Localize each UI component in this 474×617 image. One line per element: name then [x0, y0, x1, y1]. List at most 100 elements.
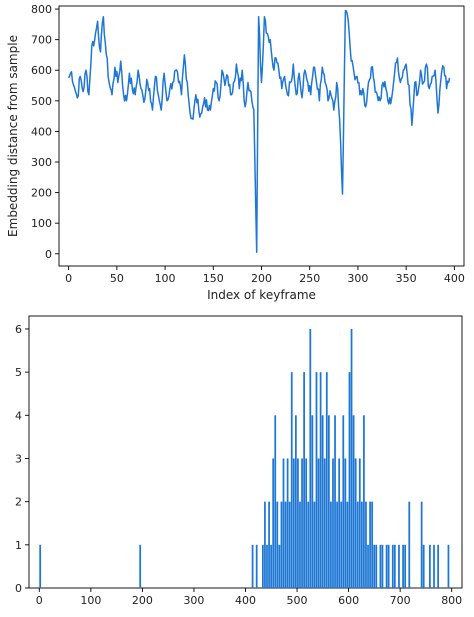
histogram-bar	[290, 372, 293, 588]
x-tick-label: 150	[203, 272, 224, 285]
histogram-bar	[402, 544, 404, 588]
y-tick-label: 0	[15, 582, 22, 595]
histogram-bar	[340, 501, 343, 588]
bottom-plot-frame	[28, 315, 463, 589]
histogram-bar	[139, 544, 142, 588]
histogram-bar	[385, 544, 388, 588]
x-tick-label: 200	[132, 594, 153, 607]
histogram-bar	[294, 415, 297, 588]
histogram-bar	[387, 544, 390, 588]
histogram-bar	[420, 501, 423, 588]
histogram-bar	[261, 544, 264, 588]
histogram-bar	[404, 544, 407, 588]
histogram-bar	[379, 544, 382, 588]
histogram-bar	[278, 544, 281, 588]
histogram-bar	[352, 415, 355, 588]
y-tick-label: 2	[15, 496, 22, 509]
embedding-distance-line	[67, 9, 451, 253]
top-y-axis-label: Embedding distance from sample	[6, 35, 20, 237]
histogram-bar	[313, 501, 316, 588]
histogram-bar	[264, 501, 266, 588]
x-tick-label: 600	[338, 594, 359, 607]
bottom-x-axis-ticks: 0 100 200 300 400 500 600 700 800	[36, 588, 462, 607]
histogram-bar	[305, 458, 308, 588]
y-tick-label: 100	[31, 217, 52, 230]
histogram-bar	[280, 501, 283, 588]
y-tick-label: 6	[15, 323, 22, 336]
histogram-bar	[408, 501, 411, 588]
top-line-layer	[67, 9, 451, 253]
histogram-bar	[365, 501, 367, 588]
x-tick-label: 400	[235, 594, 256, 607]
histogram-bar	[282, 458, 285, 588]
y-tick-label: 600	[31, 64, 52, 77]
histogram-bar	[346, 501, 349, 588]
histogram-bar	[437, 544, 440, 588]
histogram-bar	[344, 458, 347, 588]
histogram-bar	[255, 544, 258, 588]
x-tick-label: 0	[65, 272, 72, 285]
top-x-axis-label: Index of keyframe	[207, 288, 316, 302]
histogram-bar	[391, 544, 394, 588]
x-tick-label: 300	[183, 594, 204, 607]
histogram-bar	[338, 458, 341, 588]
histogram-bar	[309, 328, 312, 588]
histogram-bar	[276, 501, 279, 588]
histogram-bar	[286, 458, 289, 588]
histogram-bar	[447, 544, 450, 588]
histogram-bar	[317, 458, 320, 588]
histogram-bar	[321, 415, 324, 588]
y-tick-label: 4	[15, 409, 22, 422]
histogram-bar	[284, 501, 287, 588]
histogram-bar	[356, 501, 359, 588]
histogram-bar	[39, 544, 42, 588]
histogram-bar	[319, 372, 322, 588]
bottom-y-axis-ticks: 0 1 2 3 4 5 6	[15, 323, 29, 595]
histogram-bar	[272, 458, 275, 588]
histogram-bar	[393, 544, 396, 588]
histogram-bar	[330, 501, 332, 588]
y-tick-label: 5	[15, 366, 22, 379]
bottom-bar-layer	[39, 328, 450, 588]
histogram-bar	[373, 544, 376, 588]
y-tick-label: 400	[31, 125, 52, 138]
histogram-bar	[325, 372, 328, 588]
histogram-bar	[311, 415, 314, 588]
y-tick-label: 300	[31, 156, 52, 169]
histogram-bar	[336, 501, 338, 588]
histogram-bar	[350, 328, 353, 588]
histogram-bar	[288, 501, 291, 588]
histogram-bar	[301, 458, 303, 588]
histogram-bar	[360, 501, 363, 588]
histogram-bar	[274, 415, 277, 588]
histogram-bar	[381, 544, 384, 588]
x-tick-label: 100	[80, 594, 101, 607]
y-tick-label: 500	[31, 95, 52, 108]
histogram-bar	[342, 415, 345, 588]
top-plot-frame	[58, 5, 465, 267]
histogram-bar	[369, 501, 371, 588]
histogram-bar	[358, 458, 361, 588]
histogram-bar	[266, 544, 268, 588]
histogram-bar	[375, 544, 378, 588]
x-tick-label: 200	[251, 272, 272, 285]
histogram-bar	[297, 458, 299, 588]
histogram-bar	[348, 372, 351, 588]
histogram-bar	[354, 458, 357, 588]
histogram-bar	[268, 501, 270, 588]
y-tick-label: 200	[31, 187, 52, 200]
histogram-bar	[334, 415, 336, 588]
x-tick-label: 250	[299, 272, 320, 285]
x-tick-label: 50	[110, 272, 124, 285]
bottom-histogram: 0 100 200 300 400 500 600 700 800 0 1 2 3 4 5 6	[15, 315, 463, 607]
y-tick-label: 800	[31, 3, 52, 16]
histogram-bar	[303, 372, 305, 588]
x-tick-label: 0	[36, 594, 43, 607]
histogram-bar	[363, 415, 365, 588]
x-tick-label: 700	[390, 594, 411, 607]
x-tick-label: 800	[441, 594, 462, 607]
histogram-bar	[299, 501, 301, 588]
x-tick-label: 300	[347, 272, 368, 285]
x-tick-label: 100	[155, 272, 176, 285]
